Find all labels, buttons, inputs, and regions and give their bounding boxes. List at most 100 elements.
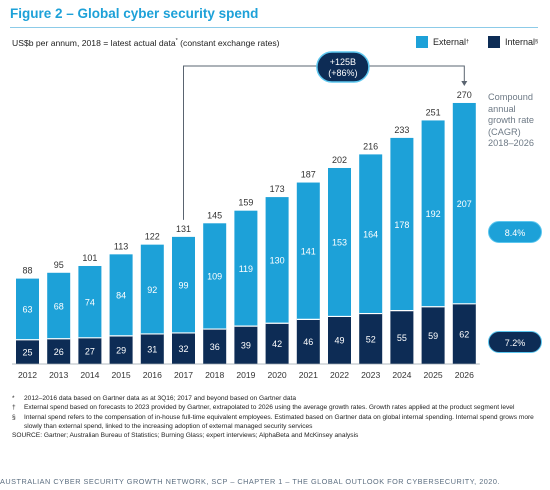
- bar-internal-label: 62: [459, 329, 469, 339]
- footnote-marker: *: [12, 395, 15, 402]
- bar-total-label: 159: [238, 198, 253, 208]
- bar-total-label: 251: [426, 107, 441, 117]
- bar-total-label: 187: [301, 170, 316, 180]
- bar-external-label: 92: [147, 285, 157, 295]
- chart-subtitle: US$b per annum, 2018 = latest actual dat…: [12, 38, 280, 48]
- bar-internal: [421, 306, 445, 364]
- bar-internal: [452, 303, 476, 364]
- bar-internal-label: 49: [334, 336, 344, 346]
- subtitle-suffix: (constant exchange rates): [177, 38, 280, 48]
- bar-external-label: 84: [116, 291, 126, 301]
- bar-internal-label: 42: [272, 339, 282, 349]
- bar-external-label: 178: [394, 220, 409, 230]
- bar-total-label: 95: [54, 260, 64, 270]
- bar-total-label: 145: [207, 210, 222, 220]
- bar-external-label: 130: [270, 256, 285, 266]
- footnote-text: External spend based on forecasts to 202…: [24, 404, 515, 412]
- bar-internal: [359, 313, 383, 364]
- legend-external: External †: [416, 36, 469, 48]
- bar-total-label: 270: [457, 90, 472, 100]
- bar-external: [390, 137, 414, 311]
- x-tick-label: 2019: [236, 370, 255, 380]
- footnote: † External spend based on forecasts to 2…: [12, 403, 540, 412]
- bar-total-label: 101: [82, 253, 97, 263]
- bar-internal-label: 52: [366, 334, 376, 344]
- bar-external: [47, 272, 71, 339]
- bar-internal: [78, 337, 102, 364]
- bar-external: [109, 254, 133, 336]
- legend-internal-marker: §: [535, 39, 539, 45]
- x-tick-label: 2017: [174, 370, 193, 380]
- subtitle-text: US$b per annum, 2018 = latest actual dat…: [12, 38, 176, 48]
- x-tick-label: 2016: [143, 370, 162, 380]
- bar-internal: [109, 335, 133, 364]
- cagr-title-line: annual: [488, 103, 516, 114]
- footnote-marker: §: [12, 413, 16, 421]
- growth-callout-percent: (+86%): [328, 68, 357, 78]
- bar-external: [265, 197, 289, 324]
- bar-internal-label: 55: [397, 333, 407, 343]
- title-divider: [10, 27, 538, 28]
- x-tick-label: 2026: [455, 370, 474, 380]
- bar-external: [359, 154, 383, 314]
- bar-external-label: 141: [301, 246, 316, 256]
- bar-external: [203, 223, 227, 330]
- bar-internal: [390, 310, 414, 364]
- bar-external-label: 109: [207, 272, 222, 282]
- cagr-title-line: 2018–2026: [488, 138, 534, 148]
- bar-external: [452, 102, 476, 304]
- bar-external-label: 164: [363, 229, 378, 239]
- x-tick-label: 2021: [299, 370, 318, 380]
- bar-internal: [265, 323, 289, 364]
- bar-total-label: 216: [363, 141, 378, 151]
- connector-arrowhead: [461, 81, 468, 86]
- legend-external-label: External: [433, 37, 467, 47]
- x-tick-label: 2014: [80, 370, 99, 380]
- cagr-internal-badge: 7.2%: [488, 331, 542, 353]
- x-tick-label: 2015: [112, 370, 131, 380]
- bar-internal-label: 59: [428, 331, 438, 341]
- bar-internal: [16, 339, 39, 364]
- growth-callout-bubble: [316, 51, 370, 83]
- cagr-title: Compound annual growth rate (CAGR) 2018–…: [488, 92, 534, 150]
- cagr-title-line: Compound: [488, 92, 533, 102]
- bar-external: [172, 236, 195, 333]
- bar-external-label: 207: [457, 199, 472, 209]
- figure-title: Figure 2 – Global cyber security spend: [10, 6, 259, 21]
- cagr-title-line: (CAGR): [488, 126, 521, 137]
- bar-internal: [234, 326, 258, 364]
- source-line: SOURCE: Gartner; Australian Bureau of St…: [12, 432, 359, 440]
- bar-total-label: 122: [145, 232, 160, 242]
- bar-external-label: 99: [178, 280, 188, 290]
- x-tick-label: 2023: [361, 370, 380, 380]
- bar-external-label: 68: [54, 301, 64, 311]
- bar-internal: [296, 319, 320, 364]
- bar-external: [16, 278, 39, 340]
- bar-total-label: 113: [114, 241, 128, 251]
- x-tick-label: 2024: [392, 370, 411, 380]
- bar-internal: [203, 329, 227, 364]
- bar-internal-label: 46: [303, 337, 313, 347]
- bar-external: [328, 167, 351, 317]
- footnotes: * 2012–2016 data based on Gartner data a…: [12, 394, 540, 440]
- footnote: * 2012–2016 data based on Gartner data a…: [12, 394, 540, 403]
- x-tick-label: 2022: [330, 370, 349, 380]
- footnote-text: Internal spend refers to the compensatio…: [24, 413, 534, 430]
- bar-internal-label: 31: [147, 344, 157, 354]
- x-tick-label: 2012: [18, 370, 37, 380]
- bar-internal: [328, 316, 351, 364]
- bar-external: [421, 120, 445, 307]
- bar-external-label: 63: [22, 305, 32, 315]
- x-tick-label: 2013: [49, 370, 68, 380]
- x-tick-label: 2018: [205, 370, 224, 380]
- bar-total-label: 173: [270, 184, 285, 194]
- legend-internal: Internal §: [488, 36, 538, 48]
- page-footer: AUSTRALIAN CYBER SECURITY GROWTH NETWORK…: [0, 477, 500, 486]
- cagr-title-line: growth rate: [488, 115, 534, 125]
- bar-total-label: 131: [176, 224, 191, 234]
- bar-external: [78, 265, 102, 338]
- bar-external: [140, 244, 164, 334]
- bar-internal: [140, 333, 164, 364]
- legend-internal-swatch: [488, 36, 500, 48]
- bar-external-label: 153: [332, 238, 347, 248]
